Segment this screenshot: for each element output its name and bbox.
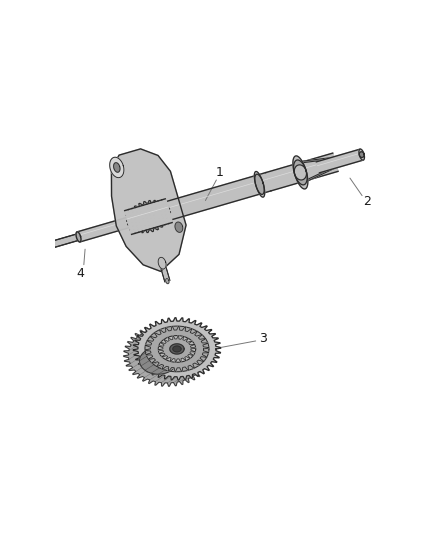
Polygon shape — [293, 160, 307, 185]
Polygon shape — [158, 336, 196, 362]
Polygon shape — [136, 206, 146, 231]
Polygon shape — [359, 152, 364, 157]
Polygon shape — [265, 153, 338, 191]
Polygon shape — [145, 326, 209, 372]
Polygon shape — [76, 232, 81, 242]
Polygon shape — [158, 336, 196, 362]
Polygon shape — [159, 262, 170, 282]
Polygon shape — [155, 201, 165, 225]
Polygon shape — [132, 207, 142, 232]
Polygon shape — [124, 324, 211, 386]
Polygon shape — [294, 165, 307, 180]
Polygon shape — [140, 205, 150, 230]
Polygon shape — [297, 154, 362, 163]
Polygon shape — [175, 222, 183, 232]
Polygon shape — [170, 344, 184, 354]
Polygon shape — [110, 157, 124, 177]
Polygon shape — [158, 257, 166, 269]
Polygon shape — [147, 203, 157, 228]
Polygon shape — [143, 204, 154, 229]
Polygon shape — [293, 156, 308, 189]
Polygon shape — [166, 173, 271, 220]
Polygon shape — [151, 202, 161, 227]
Polygon shape — [126, 214, 133, 230]
Polygon shape — [158, 200, 169, 224]
Polygon shape — [162, 199, 172, 223]
Polygon shape — [143, 213, 154, 221]
Polygon shape — [48, 234, 79, 248]
Polygon shape — [303, 154, 362, 183]
Polygon shape — [48, 242, 51, 249]
Polygon shape — [166, 199, 173, 222]
Text: 2: 2 — [363, 195, 371, 208]
Polygon shape — [77, 216, 133, 242]
Polygon shape — [254, 172, 265, 197]
Polygon shape — [133, 318, 221, 380]
Polygon shape — [359, 149, 364, 160]
Polygon shape — [145, 326, 209, 372]
Polygon shape — [128, 208, 139, 233]
Polygon shape — [127, 200, 170, 233]
Text: 3: 3 — [260, 332, 268, 345]
Polygon shape — [136, 207, 161, 225]
Text: 1: 1 — [215, 166, 223, 179]
Polygon shape — [255, 174, 264, 195]
Polygon shape — [113, 163, 120, 172]
Polygon shape — [111, 149, 186, 271]
Polygon shape — [316, 149, 363, 173]
Polygon shape — [166, 279, 169, 284]
Polygon shape — [125, 209, 135, 235]
Text: 4: 4 — [76, 266, 84, 280]
Polygon shape — [140, 348, 177, 374]
Polygon shape — [173, 346, 181, 352]
